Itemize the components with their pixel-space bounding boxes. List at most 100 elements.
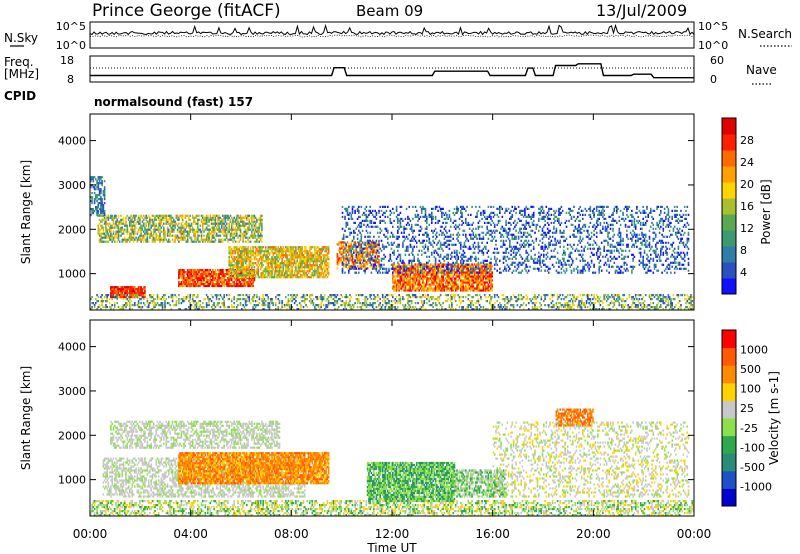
radar-cell	[429, 279, 431, 281]
radar-cell	[213, 227, 215, 229]
radar-cell	[221, 285, 223, 287]
radar-cell	[457, 210, 459, 212]
radar-cell	[377, 272, 379, 274]
radar-cell	[468, 214, 470, 216]
radar-cell	[410, 275, 412, 277]
radar-cell	[353, 252, 355, 254]
radar-cell	[362, 230, 364, 232]
radar-cell	[239, 248, 241, 250]
radar-cell	[495, 244, 497, 246]
radar-cell	[247, 217, 249, 219]
radar-cell	[230, 266, 232, 268]
radar-cell	[233, 237, 235, 239]
radar-cell	[338, 255, 340, 257]
station-title: Prince George (fitACF)	[92, 1, 281, 21]
radar-cell	[397, 283, 399, 285]
radar-cell	[261, 262, 263, 264]
radar-cell	[455, 244, 457, 246]
radar-cell	[439, 248, 441, 250]
radar-cell	[98, 227, 100, 229]
radar-cell	[430, 289, 432, 291]
radar-cell	[418, 250, 420, 252]
radar-cell	[468, 289, 470, 291]
radar-cell	[494, 236, 496, 238]
radar-cell	[440, 267, 442, 269]
radar-cell	[489, 279, 491, 281]
radar-cell	[239, 223, 241, 225]
radar-cell	[426, 283, 428, 285]
radar-cell	[420, 283, 422, 285]
radar-cell	[415, 263, 417, 265]
radar-cell	[167, 233, 169, 235]
radar-cell	[470, 214, 472, 216]
radar-cell	[457, 258, 459, 260]
radar-cell	[342, 272, 344, 274]
radar-cell	[479, 268, 481, 270]
radar-cell	[228, 225, 230, 227]
radar-cell	[483, 232, 485, 234]
radar-cell	[276, 268, 278, 270]
radar-cell	[259, 241, 261, 243]
radar-cell	[139, 217, 141, 219]
radar-cell	[314, 274, 316, 276]
radar-cell	[434, 230, 436, 232]
radar-cell	[361, 224, 363, 226]
radar-cell	[261, 219, 263, 221]
radar-cell	[364, 270, 366, 272]
radar-cell	[247, 248, 249, 250]
radar-cell	[417, 220, 419, 222]
radar-cell	[427, 234, 429, 236]
radar-cell	[373, 236, 375, 238]
radar-cell	[127, 233, 129, 235]
radar-cell	[322, 264, 324, 266]
radar-cell	[284, 274, 286, 276]
radar-cell	[147, 231, 149, 233]
radar-cell	[473, 246, 475, 248]
radar-cell	[366, 256, 368, 258]
radar-cell	[463, 262, 465, 264]
radar-cell	[241, 219, 243, 221]
radar-cell	[478, 279, 480, 281]
radar-cell	[348, 254, 350, 256]
radar-cell	[387, 242, 389, 244]
radar-cell	[230, 272, 232, 274]
radar-cell	[425, 285, 427, 287]
radar-cell	[342, 262, 344, 264]
radar-cell	[381, 210, 383, 212]
radar-cell	[144, 296, 146, 298]
radar-cell	[196, 241, 198, 243]
radar-cell	[153, 237, 155, 239]
radar-cell	[490, 218, 492, 220]
radar-cell	[194, 281, 196, 283]
radar-cell	[378, 210, 380, 212]
radar-cell	[499, 212, 501, 214]
radar-cell	[429, 240, 431, 242]
radar-cell	[113, 239, 115, 241]
radar-cell	[99, 223, 101, 225]
radar-cell	[115, 217, 117, 219]
radar-cell	[245, 279, 247, 281]
nave-ytick-bottom: 0	[710, 73, 717, 86]
radar-cell	[386, 228, 388, 230]
radar-cell	[273, 268, 275, 270]
freq-label-2: [MHz]	[4, 67, 39, 81]
radar-cell	[388, 268, 390, 270]
radar-cell	[145, 219, 147, 221]
radar-cell	[356, 256, 358, 258]
radar-cell	[257, 268, 259, 270]
radar-cell	[231, 279, 233, 281]
radar-cell	[144, 292, 146, 294]
radar-cell	[114, 241, 116, 243]
radar-cell	[495, 240, 497, 242]
radar-cell	[231, 254, 233, 256]
radar-cell	[183, 285, 185, 287]
radar-cell	[396, 208, 398, 210]
radar-cell	[422, 242, 424, 244]
radar-cell	[351, 268, 353, 270]
radar-cell	[261, 229, 263, 231]
radar-cell	[469, 228, 471, 230]
radar-cell	[201, 231, 203, 233]
radar-cell	[362, 250, 364, 252]
radar-cell	[387, 230, 389, 232]
radar-cell	[371, 248, 373, 250]
